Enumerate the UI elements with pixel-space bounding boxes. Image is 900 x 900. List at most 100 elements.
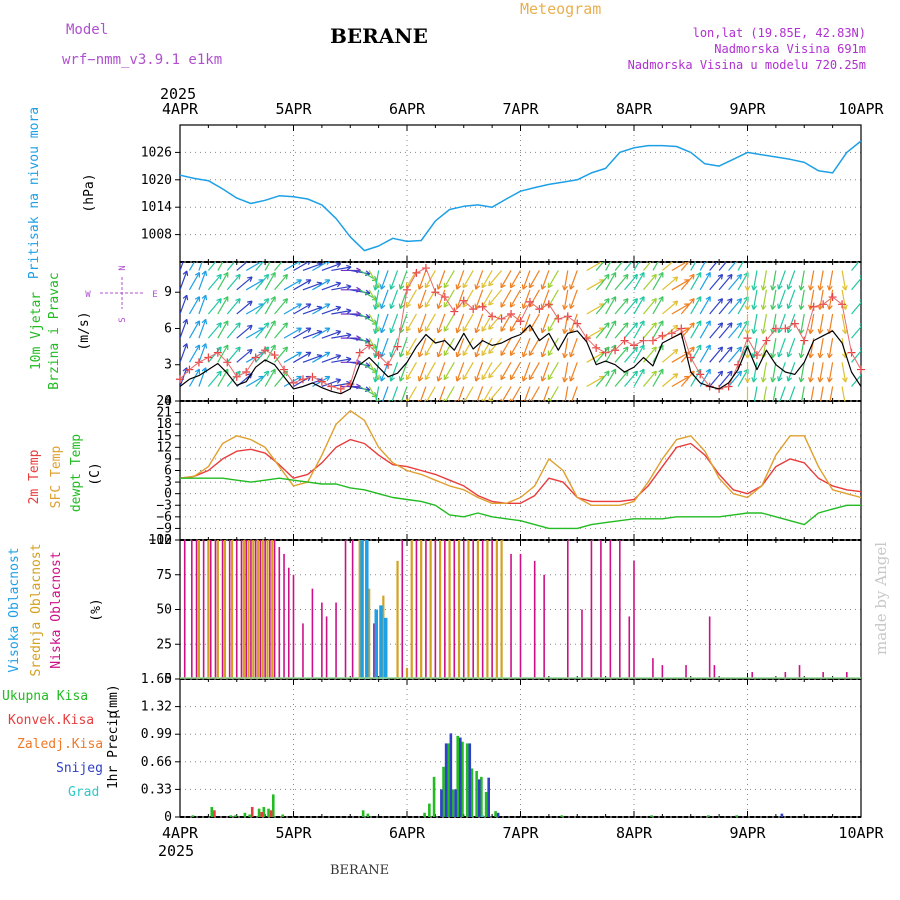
wind-arrowhead (751, 328, 758, 335)
wind-arrow (851, 301, 861, 315)
wind-arrowhead (777, 376, 783, 382)
precip-bar (191, 815, 195, 817)
wind-arrowhead (398, 376, 405, 382)
wind-arrow (475, 289, 484, 309)
wind-arrowhead (799, 401, 804, 406)
wind-arrowhead (623, 298, 629, 304)
day-label-bottom: 4APR (162, 824, 199, 842)
wind-arrow (374, 270, 380, 291)
wind-arrow (424, 313, 436, 332)
wind-arrow (605, 320, 617, 339)
wind-arrow (462, 337, 474, 356)
wind-arrow (680, 274, 695, 291)
wind-arrowhead (786, 284, 793, 290)
wind-arrow (709, 346, 723, 363)
wind-arrowhead (500, 282, 506, 289)
wind-arrowhead (296, 303, 302, 309)
wind-arrowhead (744, 329, 751, 335)
wind-arrow (382, 386, 389, 401)
wind-arrowhead (736, 322, 743, 328)
precip-ytick-label: 0.66 (141, 755, 172, 770)
precip-bar (465, 743, 469, 817)
wind-arrowhead (547, 398, 553, 401)
credit-text: made by Angel (872, 542, 890, 655)
wind-arrowhead (705, 296, 711, 302)
wind-arrow (841, 313, 847, 334)
wind-arrow (488, 313, 503, 330)
precip-bar (281, 814, 285, 817)
precip-bar (780, 813, 784, 817)
wind-arrow (709, 298, 723, 315)
wind-arrow (728, 322, 742, 339)
wind-arrowhead (417, 376, 424, 382)
wind-arrowhead (462, 398, 468, 401)
wind-arrow (595, 274, 610, 291)
precip-bar (446, 743, 450, 817)
wind-arrow (226, 298, 241, 315)
wind-arrow (374, 289, 380, 310)
wind-arrowhead (717, 370, 724, 377)
wind-arrowhead (389, 327, 395, 334)
wind-arrowhead (346, 356, 352, 363)
wind-arrowhead (562, 304, 568, 310)
wind-arrow (680, 346, 695, 363)
wind-arrowhead (500, 326, 506, 332)
wind-arrow (642, 298, 657, 315)
wind-arrowhead (611, 253, 615, 258)
wind-arrowhead (521, 376, 528, 382)
wind-arrowhead (611, 320, 617, 326)
wind-arrow (207, 298, 222, 315)
wind-arrowhead (604, 273, 610, 280)
wind-arrow (368, 386, 379, 401)
wind-arrow (763, 386, 768, 401)
wind-arrow (390, 289, 399, 309)
wind-arrowhead (424, 302, 430, 308)
wind-arrow (255, 274, 269, 291)
wind-arrow (380, 362, 389, 382)
wind-arrow (737, 296, 749, 315)
wind-arrowhead (859, 323, 861, 326)
wind-arrowhead (798, 304, 805, 310)
wind-arrowhead (751, 377, 758, 383)
wind-arrow (217, 344, 229, 363)
wind-arrowhead (760, 285, 767, 291)
wind-arrowhead (481, 374, 487, 381)
wind-arrow (264, 296, 276, 315)
precip-legend-item: Konvek.Kisa (8, 713, 94, 728)
wind-arrowhead (696, 296, 702, 302)
wind-arrow (819, 270, 824, 291)
wind-arrowhead (488, 372, 494, 379)
wind-arrowhead (651, 370, 657, 377)
wind-arrow (188, 272, 200, 291)
wind-arrow (475, 313, 484, 333)
wind-arrowhead (658, 296, 664, 302)
wind-arrowhead (639, 344, 645, 351)
wind-arrow (437, 313, 446, 333)
wind-arrow (481, 270, 493, 289)
wind-arrow (331, 285, 352, 291)
model-label: Model (66, 22, 108, 38)
temp-line-2 (180, 477, 861, 530)
wind-arrow (424, 362, 436, 380)
wind-arrow (399, 270, 408, 290)
wind-arrow (614, 346, 629, 363)
wind-arrow (809, 362, 815, 383)
wind-arrowhead (379, 303, 386, 310)
wind-arrow (207, 370, 222, 387)
wind-arrowhead (247, 276, 253, 282)
wind-arrowhead (194, 344, 201, 351)
wind-arrow (331, 358, 352, 363)
wind-arrowhead (481, 350, 487, 356)
wind-arrowhead (424, 350, 430, 356)
day-label-top: 4APR (162, 100, 199, 118)
wind-arrow (860, 385, 861, 387)
wind-arrow (283, 279, 302, 291)
precip-ytick-label: 0.99 (141, 727, 172, 742)
wind-arrowhead (727, 370, 733, 377)
wind-arrow (810, 386, 815, 401)
wind-arrows (180, 253, 861, 406)
wind-arrowhead (270, 271, 276, 278)
wind-arrow (586, 279, 605, 291)
wind-arrow (777, 289, 786, 309)
wind-arrowhead (786, 303, 793, 310)
